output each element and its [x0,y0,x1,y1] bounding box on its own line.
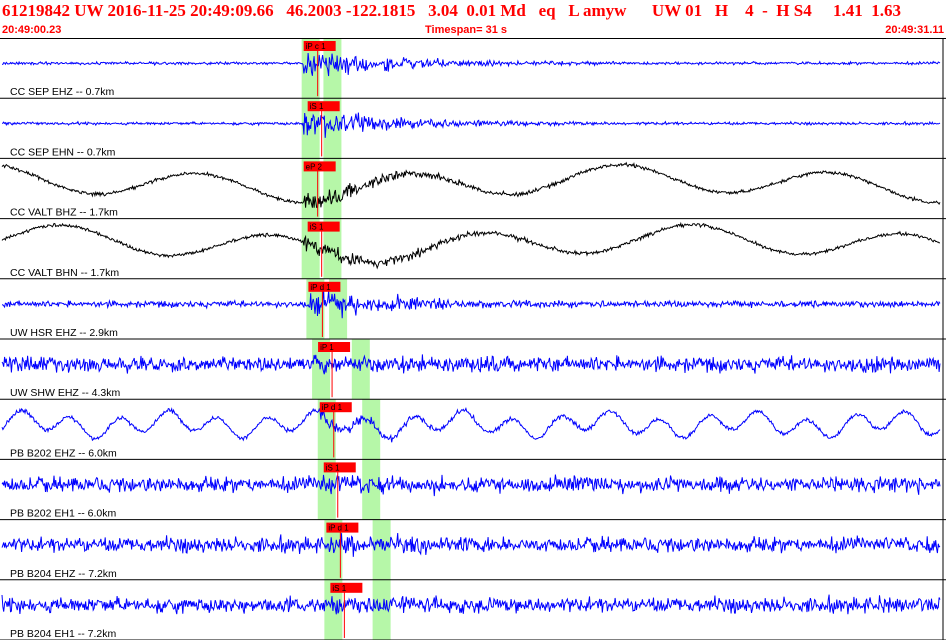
pick-label: iP d 1 [310,283,331,292]
waveform-trace [1,594,941,615]
waveform-trace [1,287,941,319]
pick-flag [323,462,356,473]
timespan-label: Timespan= 31 s [425,24,508,36]
p-highlight-band [301,38,320,99]
waveform-trace [1,161,941,209]
pick-label: eP 2 [306,162,323,171]
pick-label: iP 1 [320,343,334,352]
waveform-trace [1,354,941,375]
pick-flag [307,221,340,232]
channel-label: PB B202 EHZ -- 6.0km [10,447,117,459]
s-highlight-band [323,38,342,99]
pick-flag [303,41,336,51]
s-highlight-band [372,519,391,580]
waveform-trace [1,52,941,77]
pick-label: iP c 1 [306,42,326,51]
channel-label: UW SHW EHZ -- 4.3km [10,387,120,399]
p-highlight-band [317,459,336,520]
overlay-layer: iP c 1 CC SEP EHZ -- 0.7km iS 1 CC SEP EHN … [0,38,946,640]
trace-layer [1,52,941,615]
pick-label: iS 1 [326,463,340,472]
pick-label: iS 1 [310,223,324,232]
channel-label: CC VALT BHZ -- 1.7km [10,207,118,219]
pick-label: iP d 1 [322,403,343,412]
pick-flag [307,101,340,112]
p-highlight-band [301,218,320,279]
start-time: 20:49:00.23 [2,24,62,36]
s-highlight-band [362,459,381,520]
channel-label: UW HSR EHZ -- 2.9km [10,327,118,339]
pick-flag [330,582,363,593]
event-title: 61219842 UW 2016-11-25 20:49:09.66 46.20… [2,1,901,20]
pick-label: iS 1 [332,584,346,593]
pick-flag [319,402,352,413]
end-time: 20:49:31.11 [885,24,944,36]
seismogram-panels: iP c 1 CC SEP EHZ -- 0.7km iS 1 CC SEP EHN … [0,38,946,640]
channel-label: CC SEP EHZ -- 0.7km [10,86,114,98]
s-highlight-band [372,579,391,640]
pick-label: iS 1 [310,102,324,111]
s-highlight-band [323,158,342,219]
channel-label: PB B204 EH1 -- 7.2km [10,628,116,640]
pick-flag [326,522,359,533]
channel-label: PB B204 EHZ -- 7.2km [10,568,117,580]
s-highlight-band [362,399,381,460]
pick-flag [318,342,351,352]
waveform-canvas: iP c 1 CC SEP EHZ -- 0.7km iS 1 CC SEP EHN … [0,38,946,640]
waveform-trace [1,407,941,443]
channel-label: CC VALT BHN -- 1.7km [10,267,119,279]
waveform-trace [1,221,941,270]
waveform-trace [1,474,941,497]
pick-flag [308,281,341,292]
p-highlight-band [312,339,331,400]
pick-flag [303,161,336,172]
pick-label: iP d 1 [328,524,349,533]
header-bar: 61219842 UW 2016-11-25 20:49:09.66 46.20… [0,0,946,38]
waveform-trace [1,532,941,557]
s-highlight-band [329,278,348,339]
channel-label: CC SEP EHN -- 0.7km [10,146,116,158]
channel-label: PB B202 EH1 -- 6.0km [10,508,116,520]
waveform-trace [2,112,941,138]
